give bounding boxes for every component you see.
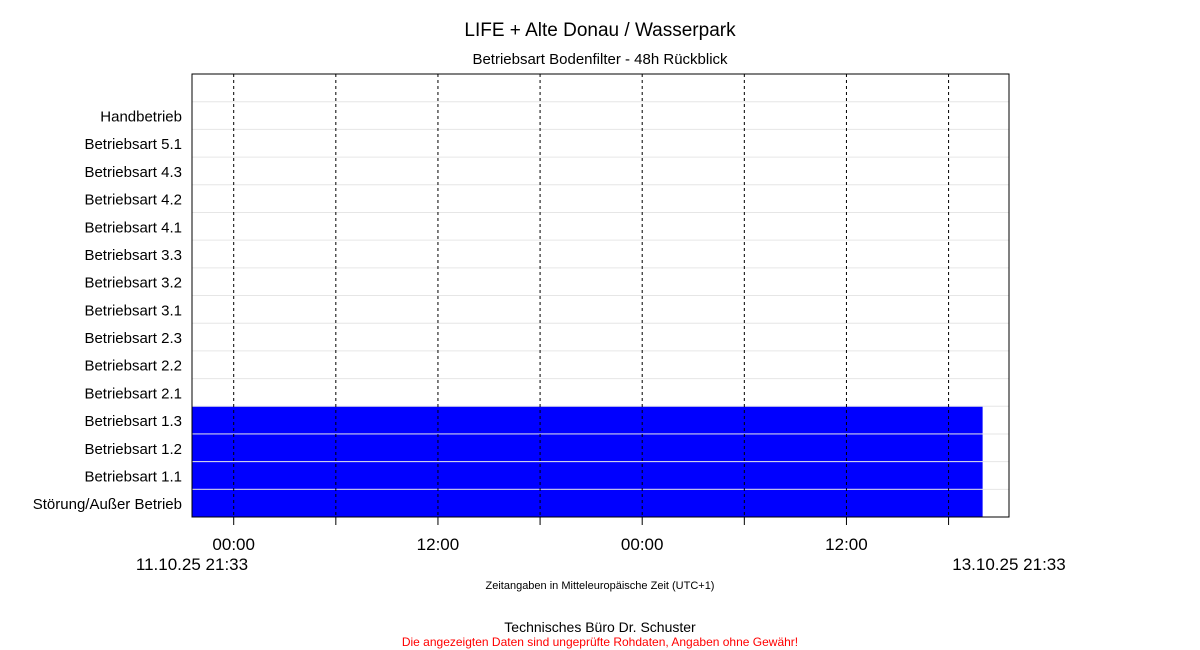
chart-subtitle: Betriebsart Bodenfilter - 48h Rückblick — [472, 51, 728, 68]
category-label: Betriebsart 1.2 — [84, 441, 182, 458]
x-end-label: 13.10.25 21:33 — [952, 555, 1065, 574]
category-label: Betriebsart 3.3 — [84, 247, 182, 264]
category-label: Betriebsart 1.3 — [84, 413, 182, 430]
plot-layer: 00:00 12:00 00:00 12:00 Handbetrieb Betriebsa… — [33, 73, 1010, 554]
category-label: Betriebsart 2.3 — [84, 330, 182, 347]
category-label: Betriebsart 5.1 — [84, 136, 182, 153]
x-tick-label: 00:00 — [212, 535, 255, 554]
category-label: Betriebsart 3.1 — [84, 302, 182, 319]
x-tick-label: 12:00 — [417, 535, 460, 554]
category-label: Handbetrieb — [100, 109, 182, 126]
footer-company: Technisches Büro Dr. Schuster — [504, 619, 696, 635]
x-tick-label: 12:00 — [825, 535, 868, 554]
category-label: Betriebsart 1.1 — [84, 468, 182, 485]
category-label: Betriebsart 4.3 — [84, 164, 182, 181]
category-label: Betriebsart 3.2 — [84, 275, 182, 292]
x-tick-label: 00:00 — [621, 535, 664, 554]
category-label: Betriebsart 2.1 — [84, 385, 182, 402]
bar — [192, 462, 983, 489]
x-axis-label: Zeitangaben in Mitteleuropäische Zeit (U… — [486, 580, 715, 592]
bar — [192, 489, 983, 517]
category-label: Störung/Außer Betrieb — [33, 496, 182, 513]
bar — [192, 406, 983, 434]
chart-title: LIFE + Alte Donau / Wasserpark — [464, 20, 736, 41]
footer-disclaimer: Die angezeigten Daten sind ungeprüfte Ro… — [402, 635, 798, 649]
x-start-label: 11.10.25 21:33 — [136, 555, 248, 574]
category-label: Betriebsart 2.2 — [84, 358, 182, 375]
plot-border — [191, 73, 1010, 518]
category-label: Betriebsart 4.1 — [84, 219, 182, 236]
bar — [192, 434, 983, 462]
category-label: Betriebsart 4.2 — [84, 192, 182, 209]
